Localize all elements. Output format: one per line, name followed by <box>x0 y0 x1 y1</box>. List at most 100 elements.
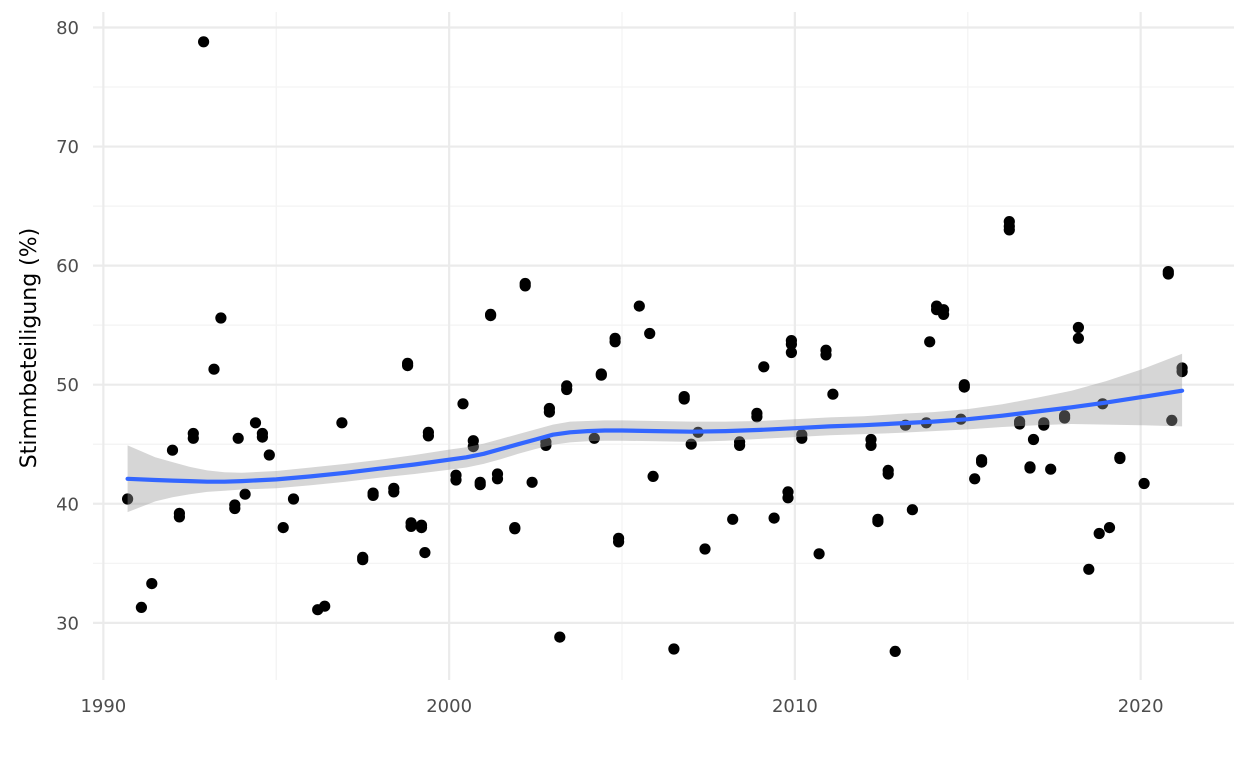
data-point <box>135 601 147 614</box>
y-tick-label: 70 <box>56 137 79 158</box>
data-point <box>319 600 331 612</box>
y-axis-title: Stimmbeteiligung (%) <box>17 228 42 468</box>
data-point <box>609 336 621 348</box>
data-point <box>239 488 251 500</box>
data-point <box>263 449 275 461</box>
data-point <box>613 536 625 548</box>
y-tick-label: 50 <box>56 375 79 396</box>
data-point <box>491 473 504 485</box>
data-point <box>1072 332 1084 344</box>
data-point <box>1024 462 1036 474</box>
data-point <box>336 417 348 429</box>
data-point <box>402 360 414 372</box>
data-point <box>122 493 134 505</box>
data-point <box>751 411 763 423</box>
smooth-trend-line <box>125 388 1185 484</box>
data-point <box>906 504 919 516</box>
data-point <box>208 363 220 375</box>
data-point <box>287 493 300 505</box>
data-point <box>419 547 431 559</box>
data-point <box>519 280 531 292</box>
data-point <box>173 511 185 523</box>
x-axis-tick-labels: 1990 2000 2010 2020 <box>80 696 1163 717</box>
data-point <box>785 338 798 350</box>
data-point <box>882 468 894 480</box>
minor-gridlines <box>93 12 1234 680</box>
data-point <box>678 393 690 405</box>
data-point <box>1103 522 1116 534</box>
data-point <box>1072 321 1084 334</box>
data-point <box>198 36 210 48</box>
x-tick-label: 2000 <box>426 696 472 717</box>
data-point <box>633 300 645 312</box>
data-point <box>277 522 289 534</box>
data-point <box>485 310 497 322</box>
data-point <box>734 439 746 451</box>
data-point <box>889 645 901 658</box>
data-point <box>388 486 400 498</box>
data-point <box>758 361 770 373</box>
data-point <box>540 439 552 451</box>
data-point <box>474 479 486 491</box>
data-point <box>785 346 798 359</box>
data-point <box>561 383 573 396</box>
y-axis-tick-labels: 30 40 50 60 70 80 <box>56 18 79 634</box>
data-point <box>229 502 241 515</box>
y-tick-label: 80 <box>56 18 79 39</box>
data-point <box>1059 412 1071 424</box>
major-gridlines <box>93 12 1234 680</box>
smooth-line-layer <box>125 388 1185 484</box>
data-point <box>1114 452 1126 465</box>
data-point <box>457 398 469 410</box>
data-point <box>1027 433 1040 446</box>
data-point <box>1138 477 1150 490</box>
x-tick-label: 1990 <box>80 696 126 717</box>
data-point <box>699 543 711 555</box>
data-point <box>543 406 556 418</box>
data-point <box>509 523 521 535</box>
data-point <box>668 643 680 655</box>
data-point <box>1045 463 1057 475</box>
data-point <box>1166 414 1178 426</box>
data-point <box>727 513 739 525</box>
data-point <box>782 492 794 504</box>
data-point <box>827 388 839 400</box>
data-point <box>768 512 780 524</box>
data-point <box>1083 563 1095 575</box>
y-tick-label: 30 <box>56 613 79 634</box>
data-point <box>166 444 179 456</box>
y-tick-label: 60 <box>56 256 79 277</box>
data-point <box>938 308 950 320</box>
data-point <box>422 430 434 442</box>
data-point <box>647 470 659 482</box>
data-point <box>1003 224 1015 236</box>
data-point <box>249 417 262 429</box>
x-tick-label: 2010 <box>772 696 818 717</box>
data-point <box>595 369 607 381</box>
data-point <box>969 473 981 485</box>
data-point <box>924 336 936 348</box>
data-point <box>813 548 825 560</box>
data-point <box>357 554 369 566</box>
data-points-layer <box>122 36 1188 658</box>
data-point <box>588 432 600 444</box>
data-point <box>1014 418 1026 430</box>
data-point <box>644 327 656 340</box>
data-point <box>187 432 199 444</box>
data-point <box>1038 419 1050 431</box>
data-point <box>1176 366 1188 378</box>
data-point <box>146 578 158 590</box>
data-point <box>554 631 566 643</box>
data-point <box>256 431 268 443</box>
data-point <box>467 441 479 453</box>
data-point <box>450 474 462 486</box>
data-point <box>872 516 884 528</box>
data-point <box>526 476 538 488</box>
data-point <box>685 438 697 450</box>
data-point <box>796 432 808 444</box>
data-point <box>415 522 428 534</box>
data-point <box>232 432 244 444</box>
data-point <box>367 489 379 501</box>
y-tick-label: 40 <box>56 494 79 515</box>
data-point <box>865 439 877 451</box>
